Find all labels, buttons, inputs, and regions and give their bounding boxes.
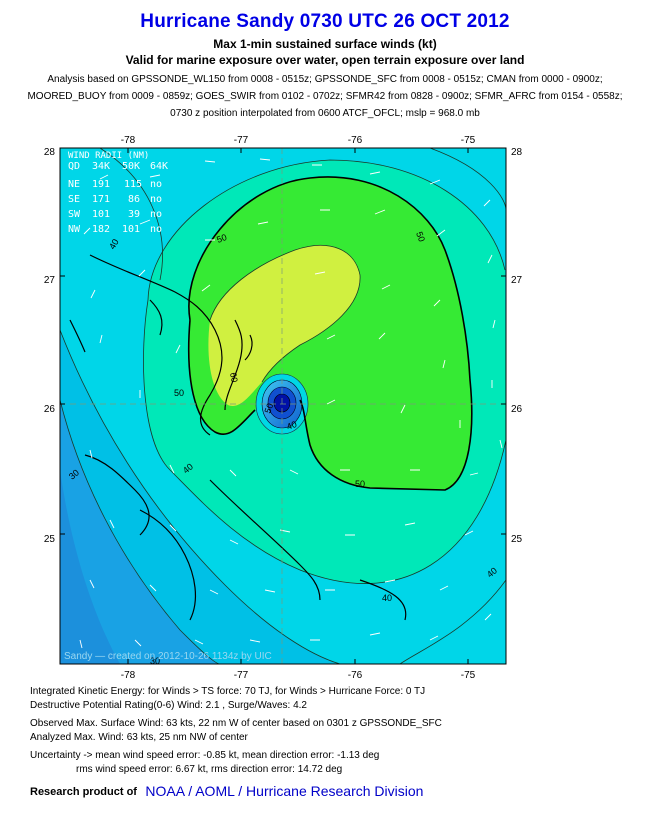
contour-label: 40 [382, 593, 392, 603]
wind-radii-cell: NE [68, 179, 80, 190]
wind-radii-cell: no [150, 209, 162, 220]
wind-radii-cell: 86 [128, 194, 140, 205]
rms-error-line: rms wind speed error: 6.67 kt, rms direc… [76, 764, 343, 775]
uncertainty-line: Uncertainty -> mean wind speed error: -0… [30, 750, 380, 761]
wind-radii-cell: 101 [92, 209, 110, 220]
contour-label: 50 [414, 230, 427, 243]
contour-label: 40 [107, 237, 121, 251]
lat-tick-label: 26 [44, 404, 56, 415]
wind-radii-col: 34K [92, 161, 110, 172]
lat-tick-label: 25 [44, 534, 56, 545]
lon-tick-label: -78 [121, 135, 136, 146]
wind-radii-cell: NW [68, 224, 81, 235]
wind-radii-cell: no [150, 224, 162, 235]
wind-radii-cell: no [150, 194, 162, 205]
credit-prefix: Research product of [30, 786, 137, 798]
wind-radii-col: QD [68, 161, 80, 172]
wind-radii-cell: SE [68, 194, 80, 205]
wind-radii-cell: no [150, 179, 162, 190]
wind-radii-cell: 115 [124, 179, 142, 190]
contour-line-40b [143, 299, 506, 584]
exposure-note: Valid for marine exposure over water, op… [125, 53, 525, 67]
coastlines [69, 254, 407, 621]
chart-subtitle: Max 1-min sustained surface winds (kt) [213, 37, 437, 51]
position-note: 0730 z position interpolated from 0600 A… [170, 108, 480, 119]
contour-line-60 [209, 244, 361, 383]
contour-line-30 [60, 329, 341, 664]
contour-line-low [60, 399, 221, 664]
contour-label: 50 [174, 388, 184, 398]
contour-label: 30 [150, 656, 160, 666]
contour-label: 30 [67, 467, 81, 481]
lat-tick-label: 25 [511, 534, 523, 545]
wind-radii-col: 50K [122, 161, 140, 172]
center-crosshair [60, 148, 506, 664]
wind-radii-cell: SW [68, 209, 81, 220]
watermark: Sandy — created on 2012-10-26 1134z by U… [64, 651, 272, 662]
lon-tick-label: -75 [461, 135, 476, 146]
contour-label: 50 [355, 479, 365, 489]
lon-tick-label: -76 [348, 135, 363, 146]
analyzed-max-wind-line: Analyzed Max. Wind: 63 kts, 25 nm NW of … [30, 732, 248, 743]
lat-tick-label: 28 [44, 147, 56, 158]
contour-label: 50 [215, 232, 228, 245]
wind-radii-col: 64K [150, 161, 168, 172]
wind-radii-cell: 39 [128, 209, 140, 220]
research-credit: Research product of NOAA / AOML / Hurric… [30, 783, 423, 801]
contour-label: 40 [181, 461, 195, 475]
wind-zone-60kt [208, 245, 361, 406]
wind-zone-50kt [188, 176, 472, 490]
lon-tick-label: -75 [461, 670, 476, 681]
wind-radii-table: WIND RADII (NM) QD 34K 50K 64K NE 191 11… [68, 151, 168, 235]
destructive-potential-line: Destructive Potential Rating(0-6) Wind: … [30, 700, 307, 711]
credit-organization-link[interactable]: NOAA / AOML / Hurricane Research Divisio… [145, 783, 424, 799]
wind-vectors [79, 158, 503, 649]
wind-zone-low [60, 400, 220, 664]
contour-label: 40 [485, 565, 499, 579]
ike-line: Integrated Kinetic Energy: for Winds > T… [30, 686, 426, 697]
contour-line-outer [99, 148, 506, 664]
analysis-sources-line-1: Analysis based on GPSSONDE_WL150 from 00… [47, 74, 603, 85]
lon-tick-label: -77 [234, 135, 249, 146]
lat-tick-label: 27 [511, 275, 523, 286]
contour-labels: 40 50 60 50 50 50 40 30 40 40 40 50 30 [67, 230, 499, 666]
lat-tick-label: 26 [511, 404, 523, 415]
map-frame [59, 147, 507, 665]
wind-radii-cell: 182 [92, 224, 110, 235]
wind-radii-cell: 171 [92, 194, 110, 205]
wind-field-map: 40 50 60 50 50 50 40 30 40 40 40 50 30 W… [44, 135, 523, 681]
axis-ticks [60, 147, 506, 664]
observed-max-wind-line: Observed Max. Surface Wind: 63 kts, 22 n… [30, 718, 442, 729]
lat-tick-label: 28 [511, 147, 523, 158]
contour-label: 50 [262, 402, 275, 415]
wind-radii-cell: 101 [122, 224, 140, 235]
contour-label: 60 [228, 372, 240, 384]
lon-tick-label: -78 [121, 670, 136, 681]
wind-zone-lowest [60, 470, 120, 664]
analysis-sources-line-2: MOORED_BUOY from 0009 - 0859z; GOES_SWIR… [27, 91, 623, 102]
lat-tick-label: 27 [44, 275, 56, 286]
wind-radii-cell: 191 [92, 179, 110, 190]
contour-line-40 [147, 159, 506, 301]
contour-label: 40 [285, 419, 298, 432]
contour-line-50 [187, 176, 473, 491]
lon-tick-label: -77 [234, 670, 249, 681]
lon-tick-label: -76 [348, 670, 363, 681]
chart-title: Hurricane Sandy 0730 UTC 26 OCT 2012 [140, 11, 510, 32]
tick-labels: -78 -77 -76 -75 -78 -77 -76 -75 28 27 26… [44, 135, 523, 681]
wind-radii-title: WIND RADII (NM) [68, 151, 149, 161]
